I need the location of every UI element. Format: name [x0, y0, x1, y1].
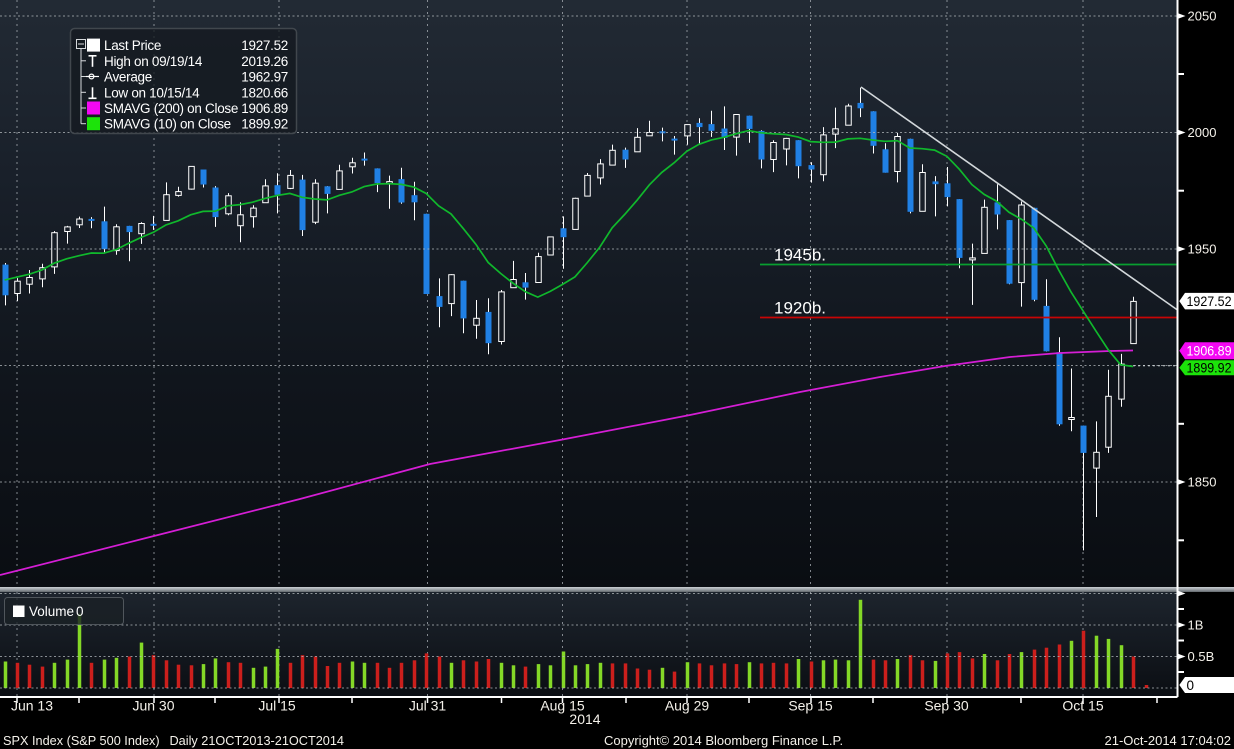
svg-text:2014: 2014	[569, 711, 600, 727]
svg-text:0.5B: 0.5B	[1188, 649, 1215, 664]
svg-text:SMAVG (10) on Close: SMAVG (10) on Close	[104, 117, 231, 132]
svg-text:2050: 2050	[1188, 9, 1217, 24]
svg-text:1962.97: 1962.97	[241, 70, 288, 85]
svg-text:Jun 13: Jun 13	[11, 698, 53, 714]
svg-text:Jun 30: Jun 30	[132, 698, 174, 714]
svg-text:21-Oct-2014 17:04:02: 21-Oct-2014 17:04:02	[1105, 733, 1231, 748]
svg-text:Jul 31: Jul 31	[409, 698, 447, 714]
svg-text:2019.26: 2019.26	[241, 54, 288, 69]
svg-text:1945b.: 1945b.	[774, 246, 826, 265]
svg-text:Jul 15: Jul 15	[258, 698, 296, 714]
svg-text:Aug 15: Aug 15	[540, 698, 585, 714]
svg-text:Sep 15: Sep 15	[788, 698, 833, 714]
svg-text:Aug 29: Aug 29	[665, 698, 710, 714]
svg-text:SPX Index (S&P 500 Index) Dai: SPX Index (S&P 500 Index) Daily 21OCT201…	[3, 733, 344, 748]
svg-text:1899.92: 1899.92	[241, 117, 288, 132]
svg-text:SMAVG (200) on Close: SMAVG (200) on Close	[104, 101, 238, 116]
svg-text:1920b.: 1920b.	[774, 299, 826, 318]
svg-text:0: 0	[76, 604, 84, 619]
svg-text:Oct 15: Oct 15	[1062, 698, 1103, 714]
svg-text:1B: 1B	[1188, 618, 1204, 633]
svg-text:1899.92: 1899.92	[1187, 361, 1232, 376]
svg-text:1850: 1850	[1188, 475, 1217, 490]
svg-text:Volume: Volume	[29, 604, 74, 619]
svg-text:Sep 30: Sep 30	[924, 698, 969, 714]
svg-text:0: 0	[1187, 678, 1195, 693]
svg-text:Low on 10/15/14: Low on 10/15/14	[104, 85, 200, 100]
svg-text:1906.89: 1906.89	[1187, 344, 1232, 359]
svg-text:2000: 2000	[1188, 125, 1217, 140]
svg-text:1950: 1950	[1188, 242, 1217, 257]
svg-text:1906.89: 1906.89	[241, 101, 288, 116]
svg-text:Average: Average	[104, 70, 152, 85]
svg-text:High on 09/19/14: High on 09/19/14	[104, 54, 203, 69]
svg-text:1927.52: 1927.52	[241, 38, 288, 53]
svg-text:1927.52: 1927.52	[1187, 294, 1232, 309]
svg-text:1820.66: 1820.66	[241, 85, 288, 100]
svg-text:Copyright© 2014 Bloomberg Fina: Copyright© 2014 Bloomberg Finance L.P.	[604, 733, 843, 748]
svg-text:Last Price: Last Price	[104, 38, 161, 53]
